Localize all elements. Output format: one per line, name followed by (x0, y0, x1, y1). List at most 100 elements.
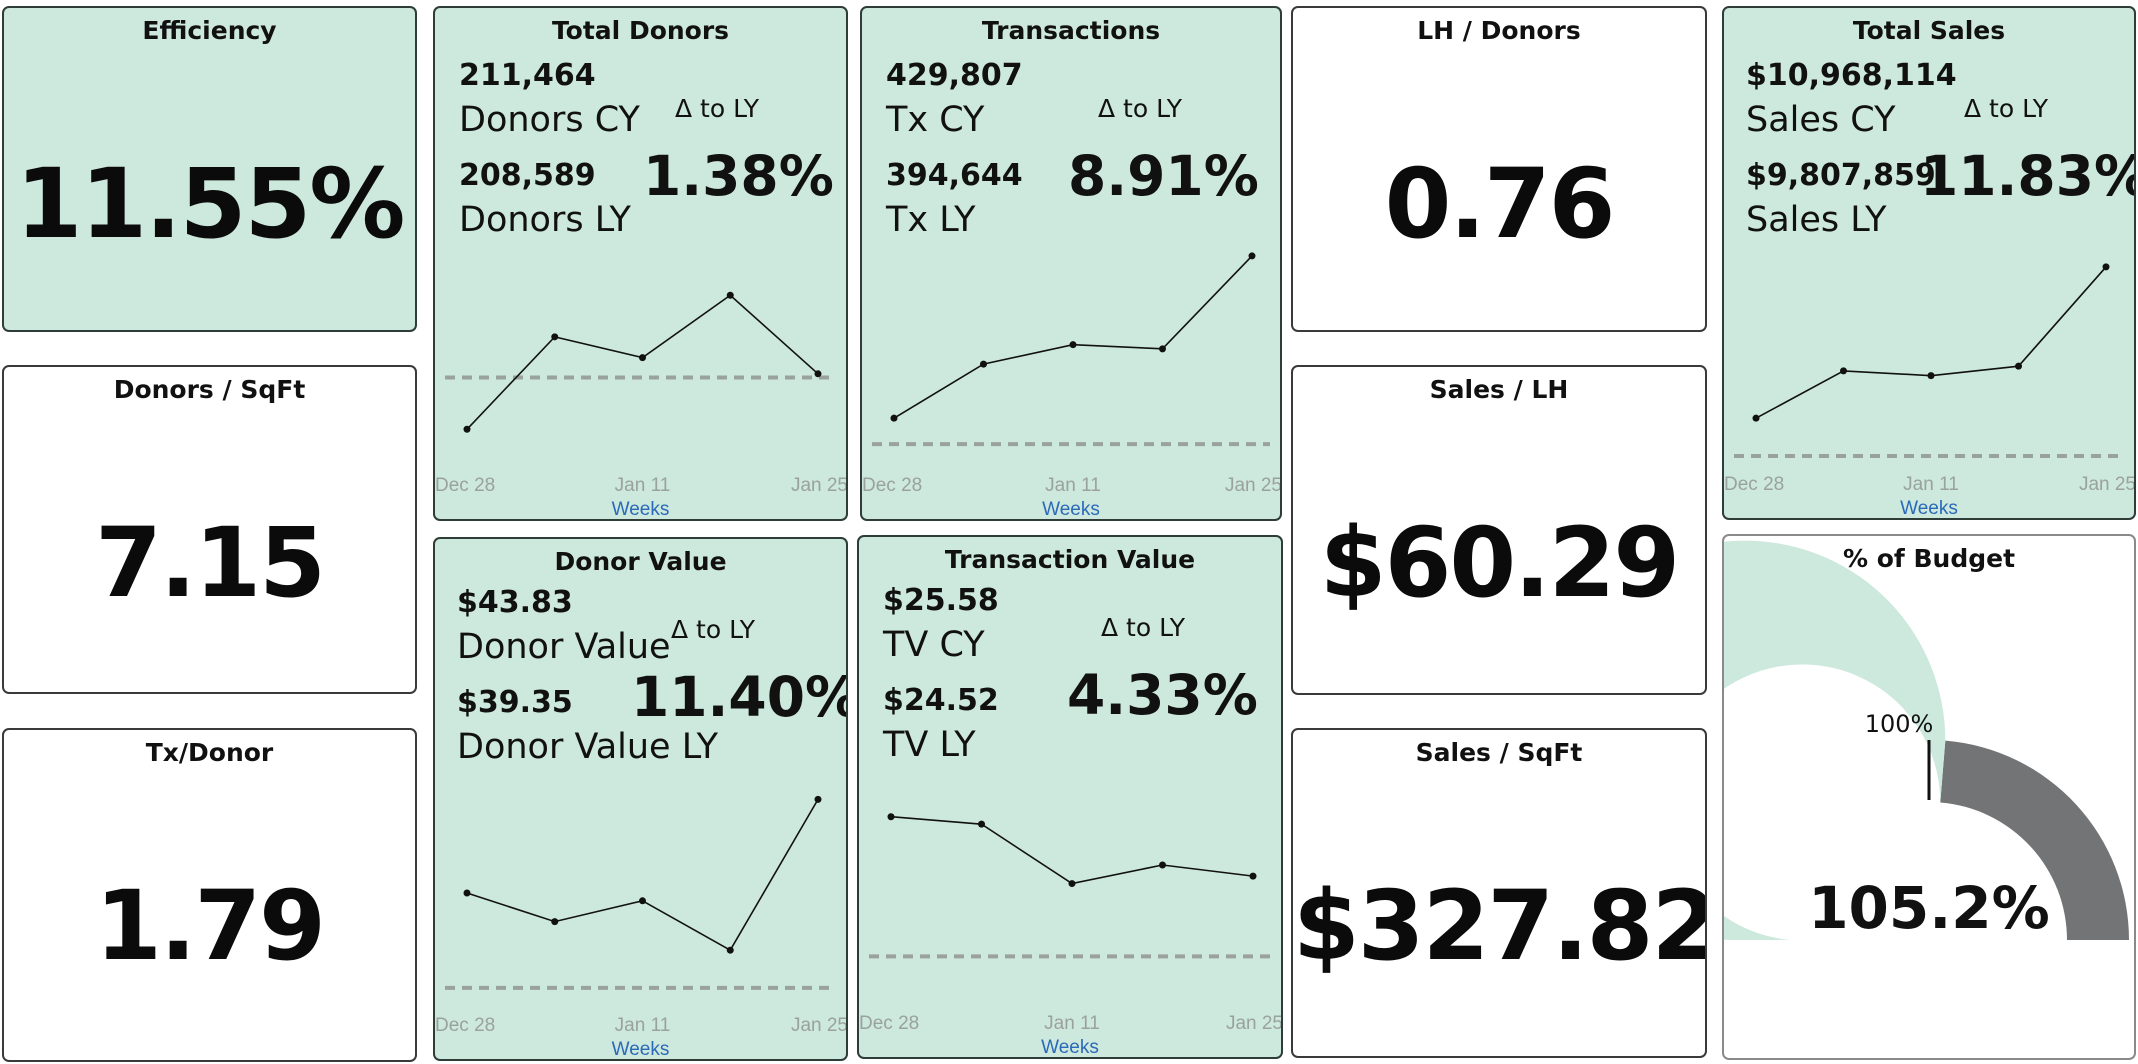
data-point (890, 414, 898, 422)
cy-value: $25.58 (883, 583, 999, 618)
x-axis-title: Weeks (1041, 1037, 1099, 1057)
x-axis-title: Weeks (1900, 498, 1958, 518)
ly-value: 208,589 (459, 158, 596, 193)
x-tick-label: Jan 11 (1044, 1013, 1100, 1034)
x-tick-label: Jan 25 (1226, 1013, 1281, 1034)
x-tick-label: Jan 25 (791, 475, 846, 496)
cy-value: 211,464 (459, 58, 596, 93)
total-donors-card[interactable]: Total Donors 211,464 Donors CY 208,589 D… (433, 6, 848, 521)
x-tick-label: Jan 25 (1225, 475, 1280, 496)
card-title: Total Sales (1852, 16, 2006, 45)
data-point (463, 425, 471, 433)
transactions-card[interactable]: Transactions 429,807 Tx CY 394,644 Tx LY… (860, 6, 1282, 521)
cy-value: $43.83 (457, 585, 573, 620)
budget-gauge-card[interactable]: % of Budget 100% 105.2% (1722, 534, 2136, 1060)
card-title: Tx/Donor (145, 738, 274, 767)
donors-per-sqft-card[interactable]: Donors / SqFt 7.15 (2, 365, 417, 694)
data-point (551, 918, 559, 926)
x-axis-title: Weeks (612, 499, 670, 519)
kpi-value: $327.82 (1293, 870, 1707, 982)
ly-label: Donors LY (459, 200, 631, 240)
card-title: Donors / SqFt (113, 375, 306, 404)
x-tick-label: Jan 11 (615, 1015, 671, 1036)
cy-label: Tx CY (886, 100, 985, 140)
data-point (1249, 872, 1257, 880)
gauge-remaining-arc (1940, 740, 2129, 940)
transaction-value-card[interactable]: Transaction Value $25.58 TV CY $24.52 TV… (857, 535, 1283, 1059)
delta-label: Δ to LY (1101, 613, 1185, 642)
delta-value: 11.83% (1920, 144, 2136, 208)
card-title: LH / Donors (1417, 16, 1581, 45)
series-line (466, 798, 819, 952)
card-title: Transaction Value (944, 545, 1196, 574)
delta-label: Δ to LY (675, 94, 759, 123)
kpi-value: $60.29 (1319, 507, 1680, 619)
ly-label: Donor Value LY (457, 727, 718, 767)
data-point (1069, 341, 1077, 349)
sales-per-sqft-card[interactable]: Sales / SqFt $327.82 (1291, 728, 1707, 1058)
data-point (2015, 362, 2022, 370)
lh-per-donors-card[interactable]: LH / Donors 0.76 (1291, 6, 1707, 332)
data-point (814, 795, 822, 803)
data-point (1068, 880, 1076, 888)
x-tick-label: Jan 11 (1903, 474, 1959, 495)
delta-label: Δ to LY (1098, 94, 1182, 123)
delta-value: 11.40% (631, 665, 848, 729)
card-title: Total Donors (551, 16, 730, 45)
data-point (1248, 252, 1256, 260)
x-tick-label: Dec 28 (435, 1015, 495, 1036)
kpi-value: 0.76 (1384, 148, 1616, 260)
efficiency-card[interactable]: Efficiency 11.55% (2, 6, 417, 332)
donor-value-card[interactable]: Donor Value $43.83 Donor Value $39.35 Do… (433, 537, 848, 1061)
data-point (2102, 263, 2110, 271)
card-title: Sales / SqFt (1415, 738, 1583, 767)
x-tick-label: Dec 28 (435, 475, 495, 496)
delta-value: 8.91% (1068, 144, 1259, 208)
data-point (1159, 345, 1166, 353)
sparkline-chart: Dec 28 Jan 11 Jan 25 Weeks (862, 252, 1280, 519)
tx-per-donor-card[interactable]: Tx/Donor 1.79 (2, 728, 417, 1062)
series-line (890, 815, 1254, 885)
x-axis-title: Weeks (1042, 499, 1100, 519)
x-tick-label: Dec 28 (862, 475, 922, 496)
card-title: Donor Value (554, 547, 727, 576)
cy-label: Sales CY (1746, 100, 1896, 140)
data-point (980, 360, 987, 368)
series-line (466, 294, 819, 430)
x-axis-title: Weeks (612, 1039, 670, 1059)
total-sales-card[interactable]: Total Sales $10,968,114 Sales CY $9,807,… (1722, 6, 2136, 520)
cy-value: 429,807 (886, 58, 1023, 93)
card-title: Transactions (981, 16, 1161, 45)
kpi-value: 11.55% (15, 148, 406, 260)
delta-label: Δ to LY (671, 615, 755, 644)
kpi-value: 7.15 (95, 507, 326, 619)
sparkline-chart: Dec 28 Jan 11 Jan 25 Weeks (435, 291, 846, 519)
x-tick-label: Jan 11 (615, 475, 671, 496)
cy-value: $10,968,114 (1746, 58, 1957, 93)
card-title: Sales / LH (1429, 375, 1569, 404)
series-line (1755, 266, 2107, 419)
ly-value: $39.35 (457, 685, 573, 720)
x-tick-label: Dec 28 (1724, 474, 1784, 495)
delta-value: 4.33% (1067, 663, 1258, 727)
x-tick-label: Jan 25 (2079, 474, 2134, 495)
delta-label: Δ to LY (1964, 94, 2048, 123)
data-point (639, 354, 646, 362)
cy-label: Donors CY (459, 100, 640, 140)
x-tick-label: Jan 25 (791, 1015, 846, 1036)
data-point (726, 291, 734, 299)
gauge-target-label: 100% (1865, 710, 1934, 738)
data-point (551, 333, 559, 341)
sparkline-chart: Dec 28 Jan 11 Jan 25 Weeks (859, 813, 1281, 1057)
gauge-filled-arc (1724, 540, 1946, 940)
ly-value: $9,807,859 (1746, 158, 1936, 193)
data-point (1159, 861, 1166, 869)
ly-label: TV LY (883, 725, 976, 765)
sparkline-chart: Dec 28 Jan 11 Jan 25 Weeks (435, 795, 846, 1059)
cy-label: TV CY (883, 625, 985, 665)
sparkline-chart: Dec 28 Jan 11 Jan 25 Weeks (1724, 263, 2134, 518)
data-point (887, 813, 895, 821)
data-point (726, 946, 734, 954)
data-point (814, 370, 822, 378)
sales-per-lh-card[interactable]: Sales / LH $60.29 (1291, 365, 1707, 695)
